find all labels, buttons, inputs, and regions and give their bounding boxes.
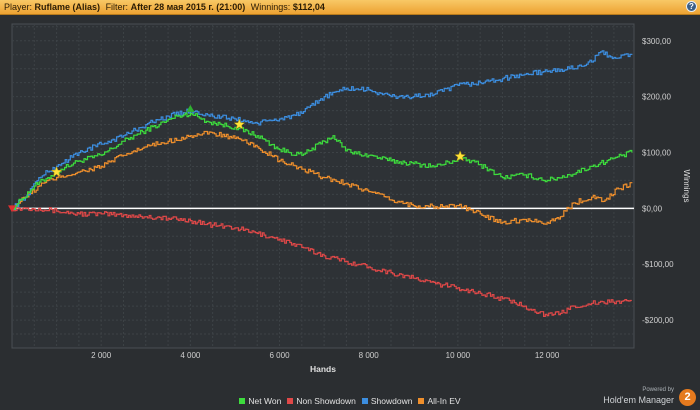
legend-item-non-showdown[interactable]: Non Showdown [287, 395, 356, 407]
series-line-net-won [12, 112, 633, 210]
series-line-all-in-ev [12, 130, 633, 225]
x-axis-label: Hands [310, 364, 336, 374]
legend-label: Net Won [248, 396, 282, 406]
markers [8, 104, 466, 213]
legend-label: Showdown [370, 396, 413, 406]
legend: Net Won Non Showdown Showdown All-In EV [0, 395, 700, 407]
y-tick-label: $0,00 [642, 204, 663, 213]
legend-item-net-won[interactable]: Net Won [239, 395, 281, 407]
winnings-label: Winnings: [250, 2, 291, 12]
star-marker [233, 118, 246, 130]
y-tick-label: $300,00 [642, 37, 671, 46]
x-tick-label: 6 000 [270, 351, 291, 360]
legend-swatch [287, 398, 294, 404]
axes: 2 000 4 000 6 000 8 000 10 000 12 000 $300,00 $… [91, 37, 674, 360]
legend-label: Non Showdown [296, 396, 356, 406]
x-tick-label: 12 000 [535, 351, 560, 360]
hem-logo-icon: 2 [679, 389, 696, 406]
chart-header-bar: Player: Ruflame (Alias) Filter: After 28… [0, 0, 700, 15]
brand-name: Hold'em Manager [603, 395, 674, 405]
series-line-non-showdown [12, 206, 632, 317]
x-tick-label: 2 000 [91, 351, 112, 360]
x-tick-label: 10 000 [446, 351, 471, 360]
filter-label: Filter: [105, 2, 129, 12]
powered-by-text: Powered by [642, 387, 674, 393]
y-tick-label: -$200,00 [642, 316, 674, 325]
brand-block: Powered by Hold'em Manager 2 [584, 386, 696, 408]
grid [11, 23, 635, 349]
help-icon[interactable]: ? [686, 1, 697, 12]
y-tick-label: $100,00 [642, 148, 671, 157]
legend-item-all-in-ev[interactable]: All-In EV [418, 395, 461, 407]
star-marker [454, 150, 466, 162]
triangle-marker [186, 104, 195, 112]
triangle-marker [8, 205, 16, 213]
y-tick-label: -$100,00 [642, 260, 674, 269]
plot-area [11, 23, 635, 349]
legend-swatch [361, 398, 368, 404]
player-label: Player: [4, 2, 33, 12]
series-lines [12, 50, 633, 317]
legend-item-showdown[interactable]: Showdown [361, 395, 413, 407]
x-tick-label: 4 000 [180, 351, 201, 360]
filter-value: After 28 мая 2015 г. (21:00) [130, 2, 246, 12]
series-line-showdown [12, 50, 633, 210]
player-name: Ruflame (Alias) [34, 2, 101, 12]
star-marker [50, 165, 63, 178]
legend-swatch [239, 398, 246, 404]
legend-label: All-In EV [427, 396, 461, 406]
winnings-value: $112,04 [292, 2, 325, 12]
y-axis-label: Winnings [682, 170, 691, 203]
x-tick-label: 8 000 [359, 351, 380, 360]
legend-swatch [418, 398, 425, 404]
y-tick-label: $200,00 [642, 93, 671, 102]
